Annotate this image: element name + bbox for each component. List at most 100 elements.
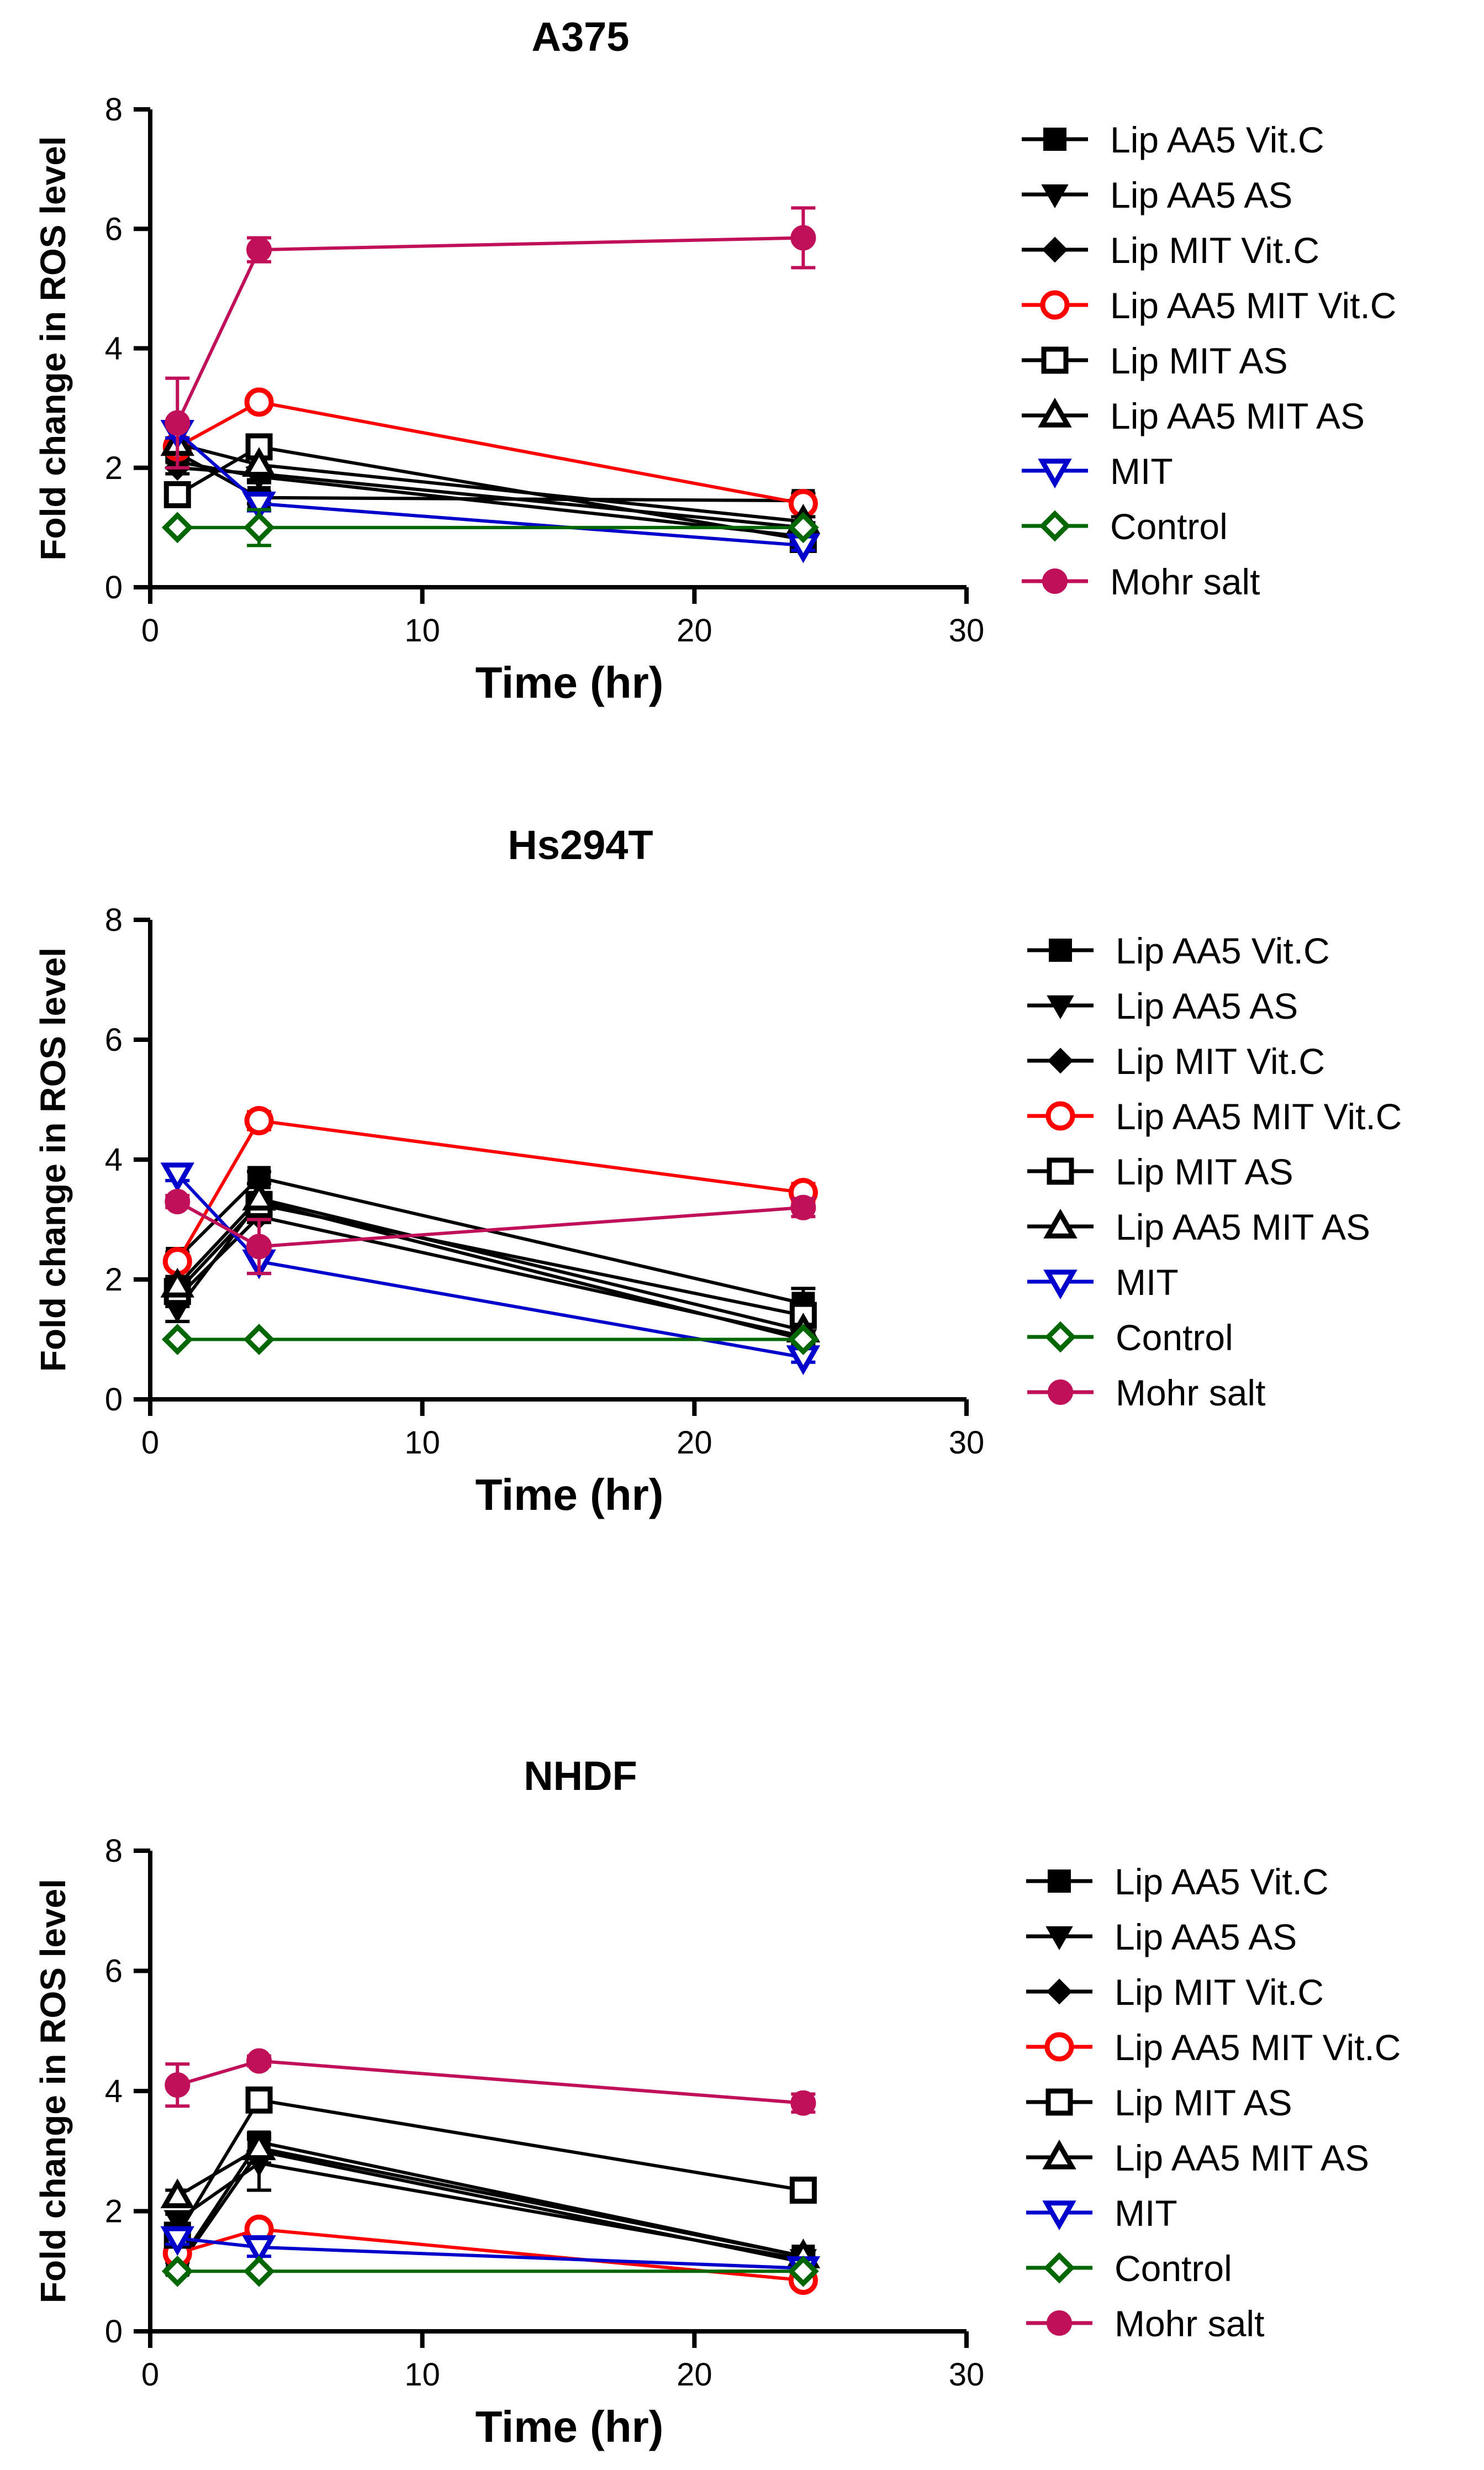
legend-label: Lip AA5 MIT Vit.C [1116,1096,1402,1137]
legend-marker [1042,568,1068,594]
chart-title: A375 [532,14,630,60]
x-tick-label: 20 [677,2357,712,2393]
y-axis-label: Fold change in ROS level [33,1879,73,2303]
legend-marker [1039,510,1071,542]
y-tick-label: 8 [105,1833,123,1869]
y-axis-label: Fold change in ROS level [33,136,73,560]
legend-marker [1046,1978,1073,2005]
legend-marker [1048,1869,1071,1893]
data-point [790,2090,816,2116]
legend-item: Lip AA5 AS [1026,1916,1297,1957]
legend-item: Control [1022,506,1228,547]
legend-label: Lip AA5 MIT AS [1115,2137,1369,2178]
legend-label: Control [1110,506,1228,547]
legend-marker [1048,1379,1073,1405]
legend-label: Lip AA5 Vit.C [1115,1861,1329,1902]
legend-item: Lip AA5 MIT AS [1026,2137,1369,2178]
x-tick-label: 30 [949,2357,985,2393]
legend-item: Lip AA5 Vit.C [1026,1861,1329,1902]
legend-item: Lip AA5 MIT AS [1027,1207,1370,1247]
legend-marker [1044,2032,1074,2062]
y-axis-label: Fold change in ROS level [33,947,73,1372]
data-point [788,2255,819,2287]
chart-title: Hs294T [508,822,653,868]
legend-label: Lip MIT Vit.C [1116,1041,1325,1082]
legend-marker [1043,1270,1078,1300]
legend-item: Lip AA5 AS [1022,175,1292,215]
legend-item: Lip MIT Vit.C [1027,1041,1325,1082]
series-9 [165,2048,816,2116]
series-line [176,1214,804,1339]
legend-marker [1045,1101,1075,1131]
data-point [790,1194,816,1220]
data-point [242,447,276,477]
legend-label: Control [1116,1317,1233,1358]
legend-label: Lip AA5 Vit.C [1110,119,1324,160]
series-9 [165,206,816,470]
legend-label: Lip MIT Vit.C [1115,1972,1324,2013]
legend-label: MIT [1115,2193,1177,2234]
y-tick-label: 6 [105,211,123,247]
y-tick-label: 4 [105,2073,123,2109]
legend-item: Lip AA5 Vit.C [1022,119,1324,160]
x-tick-label: 30 [949,613,985,649]
legend-label: Lip AA5 AS [1115,1916,1297,1957]
y-tick-label: 4 [105,1142,123,1178]
legend-label: Lip AA5 MIT AS [1116,1207,1370,1247]
y-tick-label: 8 [105,92,123,128]
data-point [242,491,276,522]
legend-label: Mohr salt [1115,2303,1264,2344]
data-point [790,225,816,251]
legend-label: Mohr salt [1110,561,1260,602]
series-9 [165,1188,816,1276]
legend-marker [1045,2088,1073,2116]
legend-marker [1042,2139,1076,2169]
series-line [176,2161,804,2261]
legend-item: Lip AA5 MIT AS [1022,396,1365,436]
legend-item: Control [1027,1317,1233,1358]
data-point [246,237,272,263]
legend-marker [1049,939,1072,962]
data-point [242,2235,276,2265]
legend: Lip AA5 Vit.C Lip AA5 AS Lip MIT Vit.C Lip … [1022,119,1396,602]
legend-item: Mohr salt [1026,2303,1264,2344]
data-point [161,512,193,544]
data-point [160,1267,195,1298]
legend-marker [1041,346,1069,374]
x-tick-label: 10 [404,2357,440,2393]
x-axis-label: Time (hr) [476,1470,664,1519]
data-point [165,410,191,436]
legend-label: Control [1115,2248,1232,2289]
series-line [176,2098,804,2236]
legend-label: Lip AA5 AS [1116,986,1298,1026]
legend-label: Lip AA5 AS [1110,175,1292,215]
legend-label: Mohr salt [1116,1372,1265,1413]
chart-title: NHDF [524,1753,637,1799]
data-point [161,2255,193,2287]
series-3 [164,2137,816,2282]
data-point [245,2086,273,2114]
x-tick-label: 10 [404,1425,440,1461]
legend-marker [1047,995,1074,1020]
legend-item: MIT [1022,451,1173,492]
legend-item: Mohr salt [1022,561,1260,602]
legend-label: Lip AA5 MIT AS [1110,396,1365,436]
y-tick-label: 2 [105,450,123,486]
data-point [165,1188,191,1214]
legend-label: Lip AA5 MIT Vit.C [1110,285,1396,326]
legend-marker [1047,2310,1072,2336]
x-tick-label: 10 [404,613,440,649]
legend-item: Lip MIT AS [1022,340,1288,381]
y-tick-label: 6 [105,1022,123,1058]
legend-marker [1042,2200,1076,2231]
legend-item: Mohr salt [1027,1372,1265,1413]
data-point [244,1105,274,1135]
data-point [163,481,191,508]
legend-item: Lip MIT AS [1027,1151,1293,1192]
data-point [246,1234,272,1260]
x-tick-label: 0 [141,1425,159,1461]
series-3 [164,1203,816,1350]
x-tick-label: 20 [677,613,712,649]
